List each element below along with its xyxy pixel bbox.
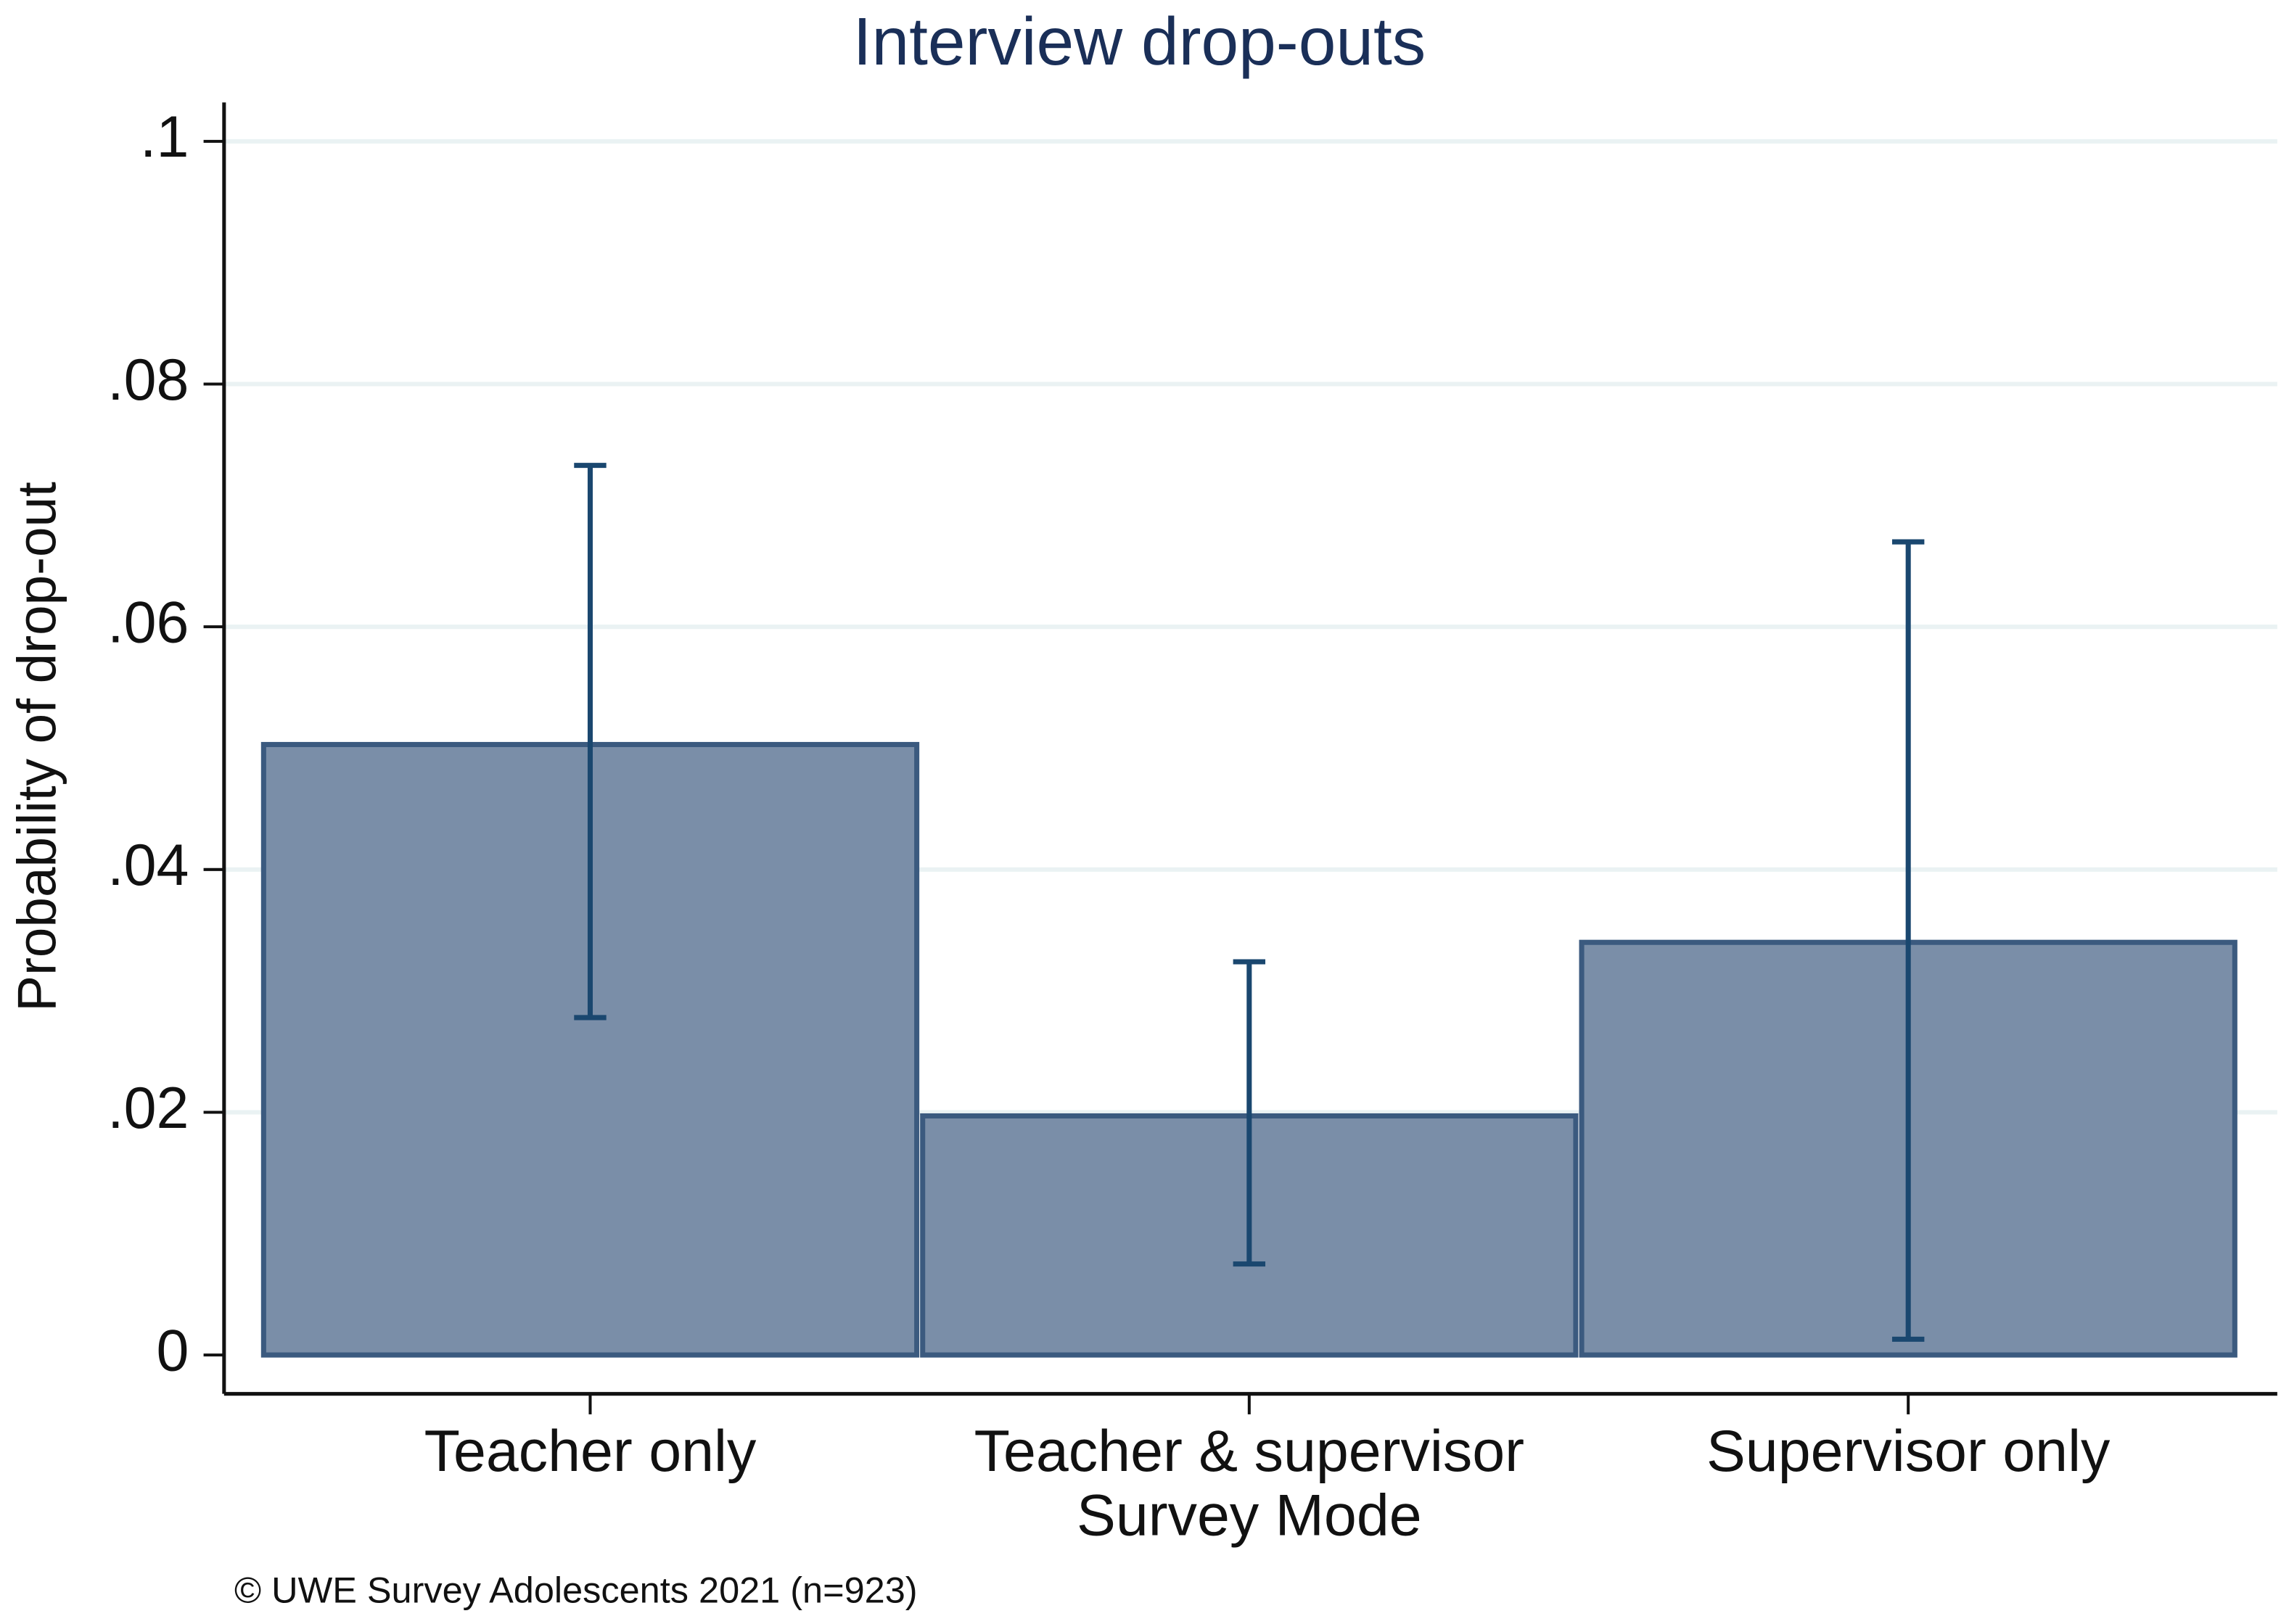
x-tick-label: Teacher only <box>424 1419 757 1484</box>
x-tick-label: Teacher & supervisor <box>974 1419 1524 1484</box>
y-tick-label: .02 <box>107 1076 189 1141</box>
y-axis-label: Probability of drop-out <box>6 482 67 1012</box>
x-axis-label: Survey Mode <box>1077 1483 1422 1549</box>
x-tick-label: Supervisor only <box>1706 1419 2111 1484</box>
y-tick-label: 0 <box>156 1318 189 1383</box>
y-tick-label: .06 <box>107 590 189 655</box>
caption: © UWE Survey Adolescents 2021 (n=923) <box>234 1570 918 1611</box>
y-tick-label: .08 <box>107 347 189 413</box>
y-tick-label: .1 <box>140 104 189 170</box>
chart-title: Interview drop-outs <box>853 4 1426 79</box>
y-tick-label: .04 <box>107 833 189 898</box>
